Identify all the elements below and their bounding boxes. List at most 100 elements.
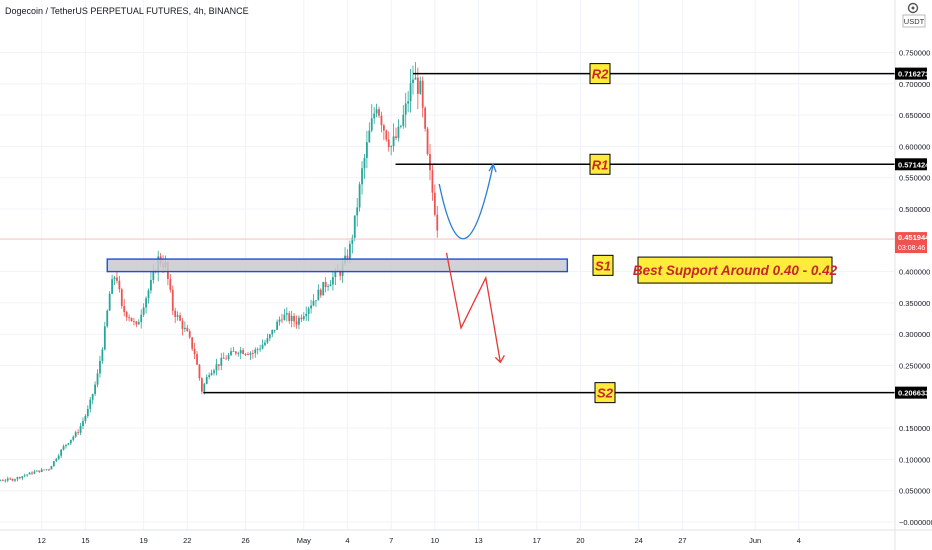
candle-body [120,289,123,306]
candle-body [370,118,373,131]
time-tick-label: Jun [749,536,761,545]
candle-body [45,469,48,471]
candle-body [99,360,101,374]
candle-body [31,472,33,474]
price-tick-label: 0.750000 [899,49,930,58]
candle-body [0,480,2,482]
candle-body [57,455,60,459]
candle-body [77,432,80,434]
candle-body [416,77,419,94]
candle-body [407,101,410,104]
candle-body [322,281,325,296]
candle-body [84,415,87,421]
candle-body [373,113,376,119]
candle-body [18,477,21,479]
candle-body [50,466,53,470]
candle-body [242,350,245,355]
candle-body [334,270,337,278]
candle-body [412,79,414,84]
candle-body [232,351,235,352]
candle-body [135,321,138,325]
candle-body [123,305,126,313]
candle-body [137,322,140,325]
candle-body [414,77,417,80]
candle-body [254,349,257,354]
candle-body [200,378,203,392]
candle-body [266,338,269,343]
currency-badge [902,14,926,28]
candle-body [315,300,317,302]
candle-body [48,469,50,471]
candle-body [111,279,113,294]
price-axis: 0.750000 0.700000 0.650000 0.600000 0.550000… [894,0,932,550]
candle-body [312,300,315,306]
candle-body [16,477,19,480]
candle-body [288,313,291,322]
candle-body [278,319,281,322]
gear-icon[interactable] [907,2,919,14]
candle-body [40,469,43,472]
price-tick-label: 0.300000 [899,330,930,339]
candle-body [285,313,288,315]
candle-body [382,125,385,131]
level-price-label: 0.716273 [898,70,929,79]
time-tick-label: 4 [797,536,801,545]
candle-body [72,436,75,440]
candle-body [181,320,184,330]
level-badge-r2 [895,67,927,80]
candle-body [268,334,271,339]
candle-body [1,480,4,482]
candle-body [171,289,174,311]
support-zone [106,258,569,273]
bullish-arrowhead [488,162,497,173]
s2-tag-label: S2 [597,386,614,401]
candle-body [183,327,186,330]
candle-body [28,472,31,475]
candle-body [363,157,366,169]
candle-body [237,353,240,355]
price-tick-label: 0.600000 [899,142,930,151]
candle-body [210,373,213,376]
time-tick-label: 20 [576,536,584,545]
candle-body [247,354,249,355]
candle-body [300,317,303,320]
time-tick-label: 10 [431,536,439,545]
candle-body [365,142,368,158]
candle-body [387,139,390,148]
candle-body [96,373,99,385]
candle-body [395,136,397,139]
candle-body [404,103,407,115]
time-tick-label: 26 [241,536,249,545]
candle-body [196,354,198,365]
candle-body [11,478,14,481]
candle-body [208,375,211,377]
candle-body [35,470,38,472]
candle-body [230,351,232,356]
candle-body [293,315,295,322]
level-price-label: 0.206633 [898,389,929,398]
candle-body [419,80,422,94]
candle-body [62,446,65,450]
r1-tag-box [589,153,611,175]
candle-body [128,317,130,319]
last-price-badge [895,232,927,254]
candle-body [378,109,380,116]
candle-body [305,313,308,317]
price-tick-label: 0.650000 [899,111,930,120]
time-tick-label: 19 [139,536,147,545]
candle-body [324,281,327,288]
candle-body [402,114,405,126]
candle-body [217,364,220,366]
candle-body [14,479,16,481]
candle-body [79,426,82,433]
candle-body [220,357,223,366]
candle-body [6,478,9,481]
candle-body [261,344,264,349]
candle-body [205,376,208,384]
candle-body [55,458,58,462]
candle-body [152,270,155,280]
candle-body [9,478,12,480]
bearish-scenario-path [445,252,502,363]
candle-body [43,469,46,471]
